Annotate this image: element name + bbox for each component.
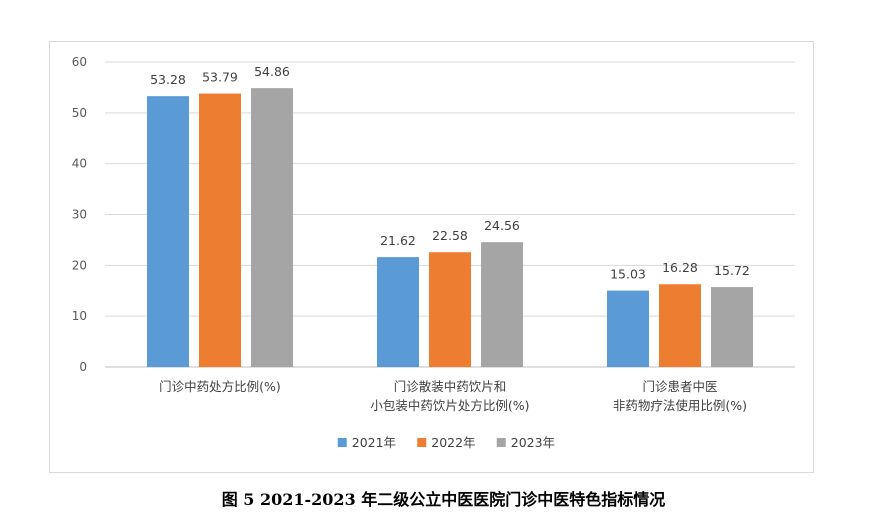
- figure-caption: 图 5 2021-2023 年二级公立中医医院门诊中医特色指标情况: [221, 490, 666, 509]
- bar: [199, 93, 241, 367]
- legend-label: 2022年: [431, 435, 475, 450]
- y-tick-label: 60: [72, 55, 87, 69]
- category-label: 门诊患者中医: [642, 379, 717, 394]
- y-tick-label: 0: [79, 360, 87, 374]
- bar: [429, 252, 471, 367]
- bar: [659, 284, 701, 367]
- legend-swatch: [337, 438, 347, 447]
- bar: [481, 242, 523, 367]
- y-tick-label: 50: [72, 106, 87, 120]
- legend-swatch: [496, 438, 506, 447]
- data-label: 54.86: [254, 64, 290, 79]
- y-tick-label: 30: [72, 208, 87, 222]
- bar: [147, 96, 189, 367]
- bar-chart: 0 10 20 30 40 50 60 53.28 53.79 54.86 门诊中药处方比例(%) 2…: [72, 55, 795, 450]
- category-label: 门诊散装中药饮片和: [394, 379, 507, 394]
- data-label: 21.62: [380, 233, 416, 248]
- data-label: 22.58: [432, 228, 468, 243]
- data-label: 24.56: [484, 218, 520, 233]
- data-label: 53.79: [202, 70, 238, 85]
- bar: [711, 287, 753, 367]
- y-tick-label: 40: [72, 157, 87, 171]
- legend-label: 2023年: [511, 435, 555, 450]
- legend-swatch: [417, 438, 427, 447]
- y-tick-label: 20: [72, 258, 87, 272]
- category-label: 非药物疗法使用比例(%): [613, 398, 747, 413]
- chart-frame: 0 10 20 30 40 50 60 53.28 53.79 54.86 门诊中药处方比例(%) 2…: [49, 41, 814, 473]
- bar: [377, 257, 419, 367]
- data-label: 15.72: [714, 263, 750, 278]
- y-tick-label: 10: [72, 309, 87, 323]
- category-label: 门诊中药处方比例(%): [159, 379, 281, 394]
- legend-label: 2021年: [352, 435, 396, 450]
- data-label: 15.03: [610, 267, 646, 282]
- category-label: 小包装中药饮片处方比例(%): [370, 398, 529, 413]
- data-label: 53.28: [150, 72, 186, 87]
- bar: [607, 290, 649, 367]
- bar: [251, 88, 293, 368]
- data-label: 16.28: [662, 260, 698, 275]
